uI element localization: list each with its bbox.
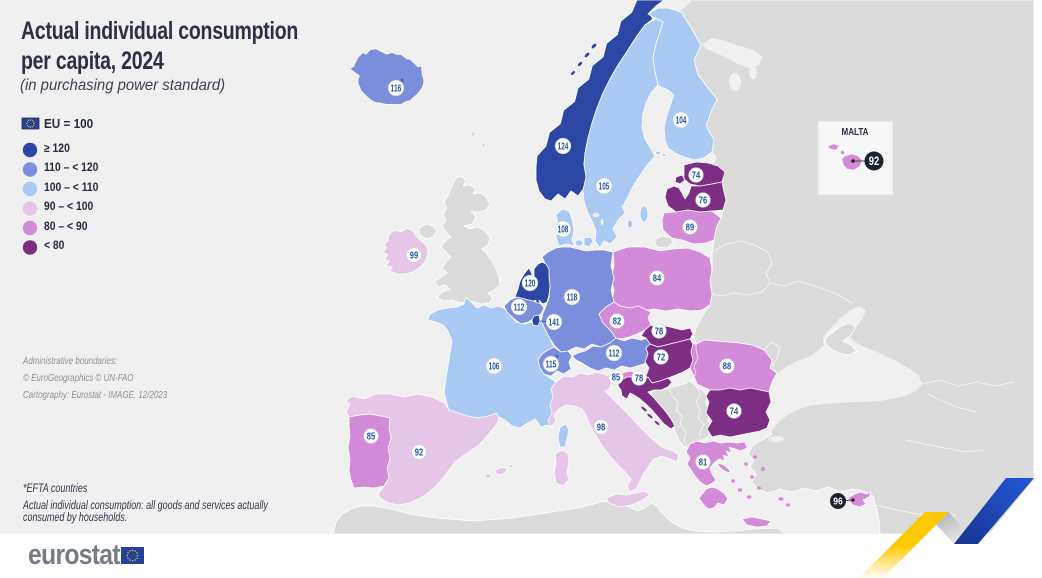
svg-text:96: 96	[833, 497, 843, 508]
svg-text:104: 104	[676, 115, 687, 126]
svg-text:72: 72	[657, 352, 666, 363]
svg-text:88: 88	[723, 361, 732, 372]
svg-text:112: 112	[514, 302, 525, 313]
svg-text:78: 78	[635, 373, 644, 384]
svg-text:99: 99	[410, 250, 419, 261]
svg-text:108: 108	[558, 224, 569, 235]
svg-text:141: 141	[549, 317, 560, 328]
svg-text:115: 115	[546, 359, 557, 370]
svg-text:118: 118	[567, 292, 578, 303]
svg-text:*: *	[567, 136, 571, 145]
svg-text:84: 84	[653, 273, 662, 284]
svg-text:eurostat: eurostat	[28, 538, 121, 570]
svg-text:98: 98	[597, 422, 606, 433]
svg-text:124: 124	[558, 141, 569, 152]
svg-text:85: 85	[367, 431, 376, 442]
svg-text:85: 85	[612, 372, 621, 383]
svg-text:92: 92	[415, 447, 424, 458]
svg-text:116: 116	[391, 83, 402, 94]
svg-text:*: *	[400, 78, 404, 87]
svg-text:MALTA: MALTA	[842, 126, 869, 138]
svg-text:120: 120	[525, 278, 536, 289]
svg-text:78: 78	[655, 326, 664, 337]
svg-text:92: 92	[869, 156, 880, 168]
svg-text:112: 112	[609, 348, 620, 359]
svg-text:89: 89	[686, 222, 695, 233]
svg-text:76: 76	[699, 195, 708, 206]
svg-text:82: 82	[613, 316, 622, 327]
svg-text:81: 81	[699, 457, 708, 468]
svg-text:*: *	[555, 354, 559, 363]
svg-text:74: 74	[692, 170, 701, 181]
svg-text:74: 74	[730, 406, 739, 417]
svg-text:106: 106	[489, 361, 500, 372]
svg-text:105: 105	[599, 181, 610, 192]
